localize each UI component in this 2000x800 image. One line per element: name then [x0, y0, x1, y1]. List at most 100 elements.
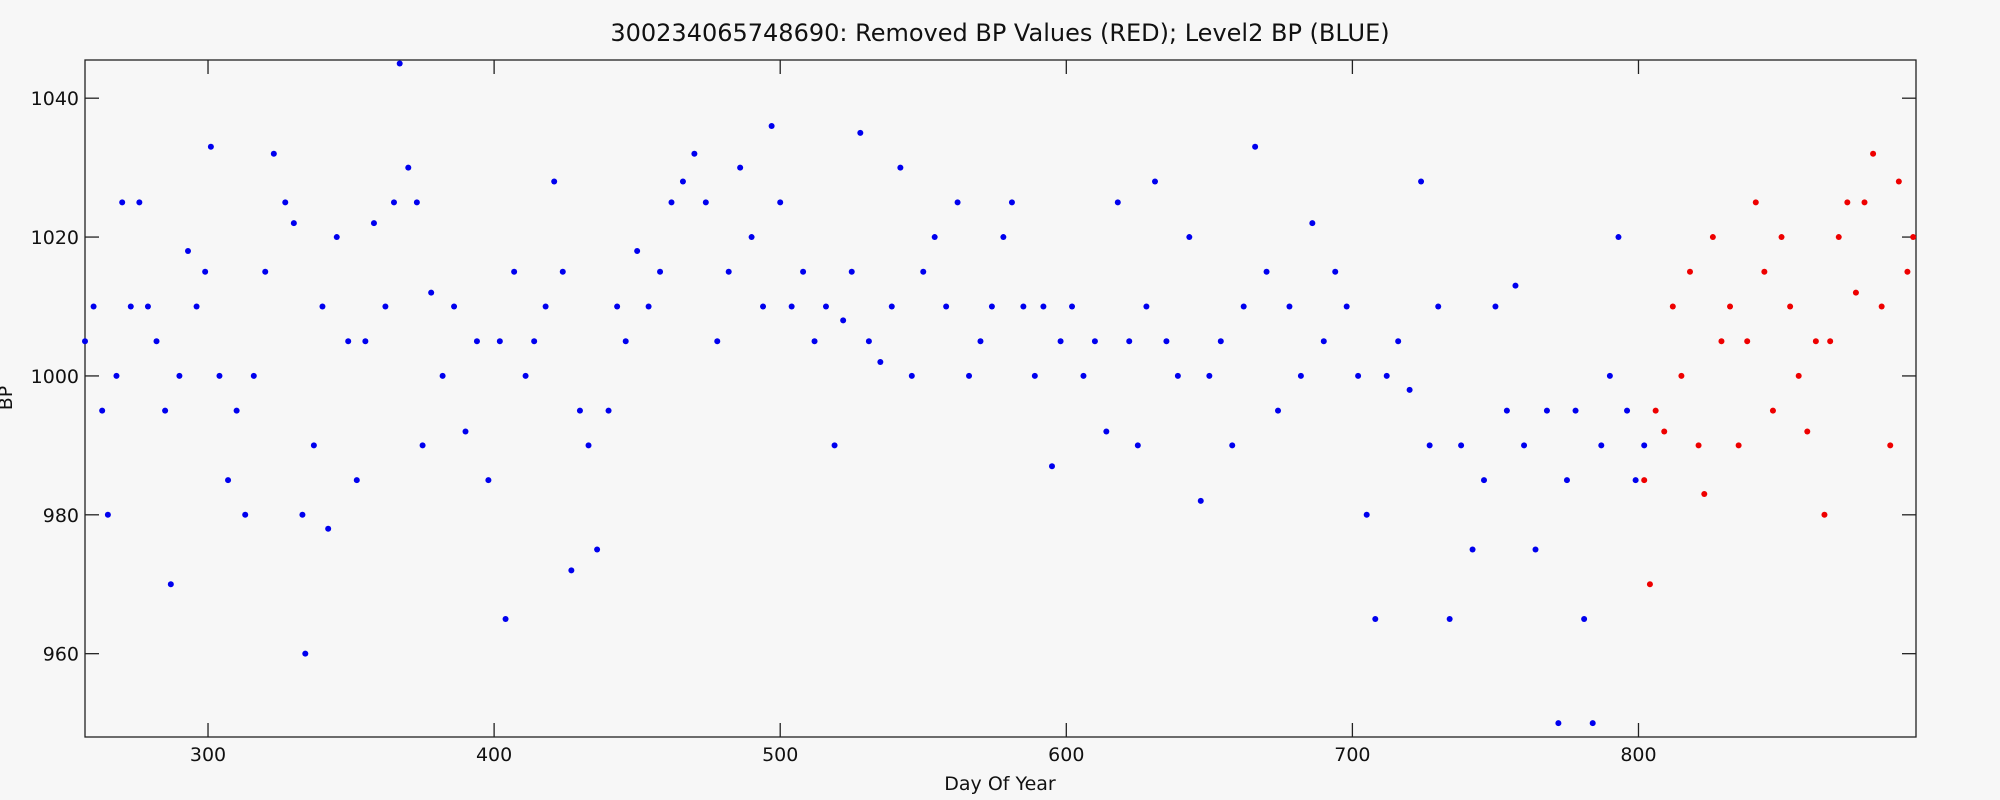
data-point: [1904, 268, 1911, 275]
data-point: [594, 546, 601, 553]
data-point: [1332, 268, 1339, 275]
data-point: [127, 303, 134, 310]
data-point: [299, 511, 306, 518]
data-point: [99, 407, 106, 414]
data-point: [439, 372, 446, 379]
data-point: [737, 164, 744, 171]
data-point: [1309, 220, 1316, 227]
data-point: [511, 268, 518, 275]
data-point: [1512, 282, 1519, 289]
data-point: [1458, 442, 1465, 449]
data-point: [1812, 338, 1819, 345]
data-point: [1134, 442, 1141, 449]
data-point: [1701, 490, 1708, 497]
data-point: [167, 581, 174, 588]
data-point: [568, 567, 575, 574]
data-point: [1383, 372, 1390, 379]
y-tick-label: 960: [43, 644, 79, 666]
data-point: [634, 247, 641, 254]
data-point: [462, 428, 469, 435]
data-point: [1718, 338, 1725, 345]
data-point: [1887, 442, 1894, 449]
data-point: [225, 477, 232, 484]
x-axis-label: Day Of Year: [944, 773, 1056, 795]
data-point: [531, 338, 538, 345]
data-point: [1126, 338, 1133, 345]
data-point: [405, 164, 412, 171]
data-point: [1263, 268, 1270, 275]
data-point: [333, 234, 340, 241]
data-point: [1910, 234, 1917, 241]
data-point: [319, 303, 326, 310]
data-point: [1252, 143, 1259, 150]
data-point: [888, 303, 895, 310]
data-point: [800, 268, 807, 275]
data-point: [1372, 615, 1379, 622]
data-point: [1861, 199, 1868, 206]
data-point: [104, 511, 111, 518]
data-point: [1778, 234, 1785, 241]
data-point: [1804, 428, 1811, 435]
data-point: [1040, 303, 1047, 310]
data-point: [428, 289, 435, 296]
data-point: [551, 178, 558, 185]
y-tick-label: 980: [43, 505, 79, 527]
data-point: [760, 303, 767, 310]
data-point: [1521, 442, 1528, 449]
data-point: [920, 268, 927, 275]
data-point: [1048, 463, 1055, 470]
data-point: [1217, 338, 1224, 345]
data-point: [1080, 372, 1087, 379]
data-point: [1646, 581, 1653, 588]
data-point: [857, 129, 864, 136]
data-point: [1852, 289, 1859, 296]
data-point: [1275, 407, 1282, 414]
data-point: [1555, 720, 1562, 727]
data-point: [1492, 303, 1499, 310]
data-point: [1624, 407, 1631, 414]
y-axis-label: BP: [0, 386, 17, 411]
data-point: [1878, 303, 1885, 310]
data-point: [1143, 303, 1150, 310]
data-point: [390, 199, 397, 206]
data-point: [1835, 234, 1842, 241]
x-tick-label: 400: [476, 744, 512, 766]
data-point: [1240, 303, 1247, 310]
data-point: [679, 178, 686, 185]
data-point: [931, 234, 938, 241]
data-point: [1589, 720, 1596, 727]
data-point: [1020, 303, 1027, 310]
data-point: [496, 338, 503, 345]
data-point: [1543, 407, 1550, 414]
data-point: [1320, 338, 1327, 345]
data-point: [1752, 199, 1759, 206]
data-point: [202, 268, 209, 275]
data-point: [1480, 477, 1487, 484]
data-point: [473, 338, 480, 345]
data-point: [1229, 442, 1236, 449]
data-point: [691, 150, 698, 157]
data-point: [1286, 303, 1293, 310]
data-point: [1469, 546, 1476, 553]
data-point: [966, 372, 973, 379]
data-point: [1103, 428, 1110, 435]
plot-frame: [84, 59, 1917, 738]
data-point: [1761, 268, 1768, 275]
data-point: [1598, 442, 1605, 449]
data-point: [270, 150, 277, 157]
data-point: [1069, 303, 1076, 310]
data-point: [725, 268, 732, 275]
data-point: [419, 442, 426, 449]
data-point: [622, 338, 629, 345]
data-point: [1581, 615, 1588, 622]
x-tick-label: 300: [190, 744, 226, 766]
data-point: [1844, 199, 1851, 206]
data-point: [1406, 386, 1413, 393]
data-point: [1615, 234, 1622, 241]
data-point: [153, 338, 160, 345]
data-point: [1821, 511, 1828, 518]
data-point: [290, 220, 297, 227]
data-point: [193, 303, 200, 310]
